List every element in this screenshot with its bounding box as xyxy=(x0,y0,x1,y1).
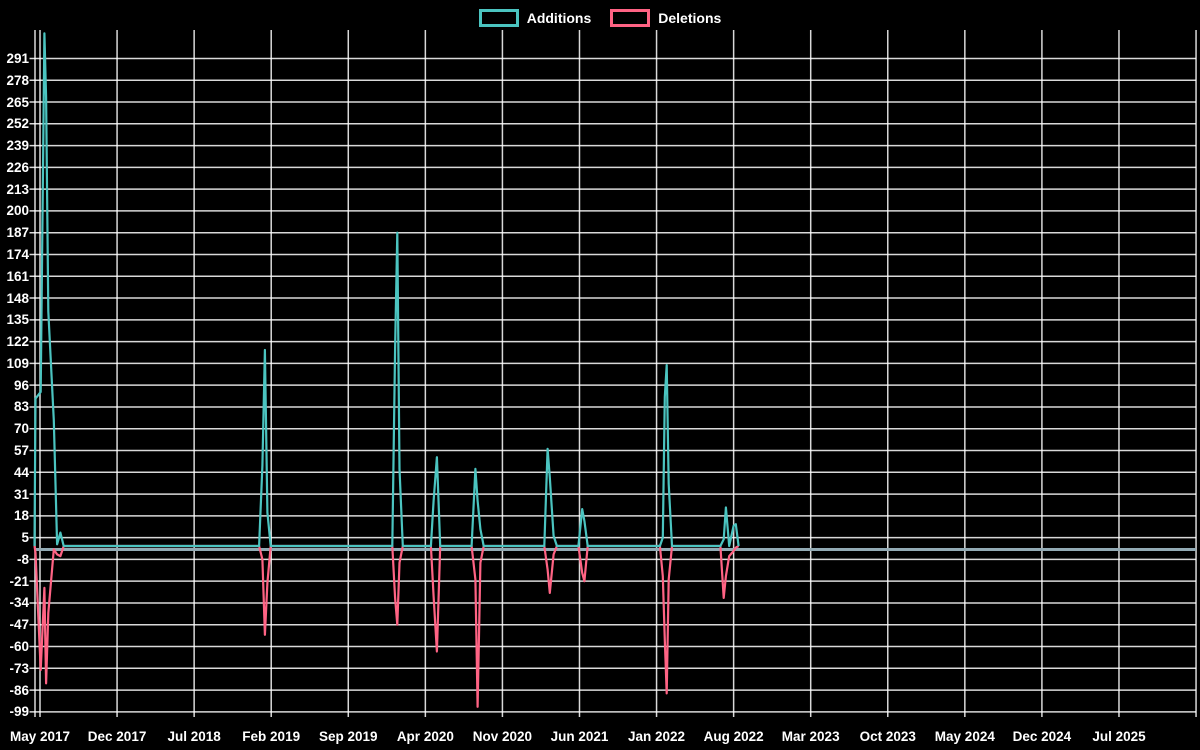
y-tick-label: -60 xyxy=(9,639,29,655)
y-tick-label: 239 xyxy=(6,138,29,154)
y-tick-label: 109 xyxy=(6,355,29,371)
y-tick-label: 83 xyxy=(13,399,29,415)
y-tick-label: 135 xyxy=(6,312,29,328)
deletions-swatch-icon xyxy=(610,9,651,27)
deletions-legend-label: Deletions xyxy=(658,10,722,26)
x-tick-label: Dec 2017 xyxy=(87,729,147,744)
x-tick-label: Dec 2024 xyxy=(1012,729,1072,744)
y-tick-label: 31 xyxy=(13,486,29,502)
y-tick-label: 161 xyxy=(6,268,29,284)
x-tick-label: Jul 2018 xyxy=(167,729,221,744)
y-tick-label: 122 xyxy=(6,334,29,350)
x-tick-label: Apr 2020 xyxy=(396,729,454,744)
x-tick-label: Jul 2025 xyxy=(1092,729,1146,744)
y-tick-label: 226 xyxy=(6,159,29,175)
y-tick-label: -8 xyxy=(16,551,29,567)
y-tick-label: 148 xyxy=(6,290,29,306)
x-tick-label: Sep 2019 xyxy=(318,729,378,744)
x-tick-label: May 2017 xyxy=(9,729,71,744)
y-tick-label: 96 xyxy=(13,377,29,393)
deletions-series-line xyxy=(33,544,740,708)
y-tick-label: -99 xyxy=(9,704,29,720)
x-tick-label: May 2024 xyxy=(934,729,995,744)
x-tick-label: Jun 2021 xyxy=(550,729,609,744)
y-tick-label: 70 xyxy=(13,421,29,437)
y-tick-label: 213 xyxy=(6,181,29,197)
y-tick-label: 291 xyxy=(6,50,29,66)
y-tick-label: 174 xyxy=(6,246,29,262)
legend-item-deletions[interactable]: Deletions xyxy=(610,9,721,27)
chart-legend: Additions Deletions xyxy=(0,8,1200,28)
x-tick-label: Jan 2022 xyxy=(628,729,686,744)
y-tick-label: 5 xyxy=(21,530,29,546)
x-tick-label: Nov 2020 xyxy=(472,729,533,744)
y-tick-label: -21 xyxy=(9,573,29,589)
y-tick-label: 200 xyxy=(6,203,29,219)
additions-legend-label: Additions xyxy=(526,10,592,26)
y-tick-label: 18 xyxy=(13,508,29,524)
x-tick-label: Mar 2023 xyxy=(781,729,840,744)
y-tick-label: -47 xyxy=(9,617,29,633)
x-tick-label: Oct 2023 xyxy=(859,729,916,744)
y-tick-label: 187 xyxy=(6,225,29,241)
y-tick-label: 57 xyxy=(13,443,29,458)
additions-series-line xyxy=(33,32,740,548)
y-tick-label: 265 xyxy=(6,94,29,110)
y-tick-label: 278 xyxy=(6,72,29,88)
additions-swatch-icon xyxy=(478,9,519,27)
y-tick-label: -34 xyxy=(9,595,29,611)
y-tick-label: -86 xyxy=(9,682,29,698)
x-tick-label: Feb 2019 xyxy=(242,729,301,744)
y-tick-label: 252 xyxy=(6,116,29,132)
legend-item-additions[interactable]: Additions xyxy=(478,9,592,27)
x-tick-label: Aug 2022 xyxy=(703,729,764,744)
y-tick-label: 44 xyxy=(13,464,29,480)
y-tick-label: -73 xyxy=(9,660,29,676)
